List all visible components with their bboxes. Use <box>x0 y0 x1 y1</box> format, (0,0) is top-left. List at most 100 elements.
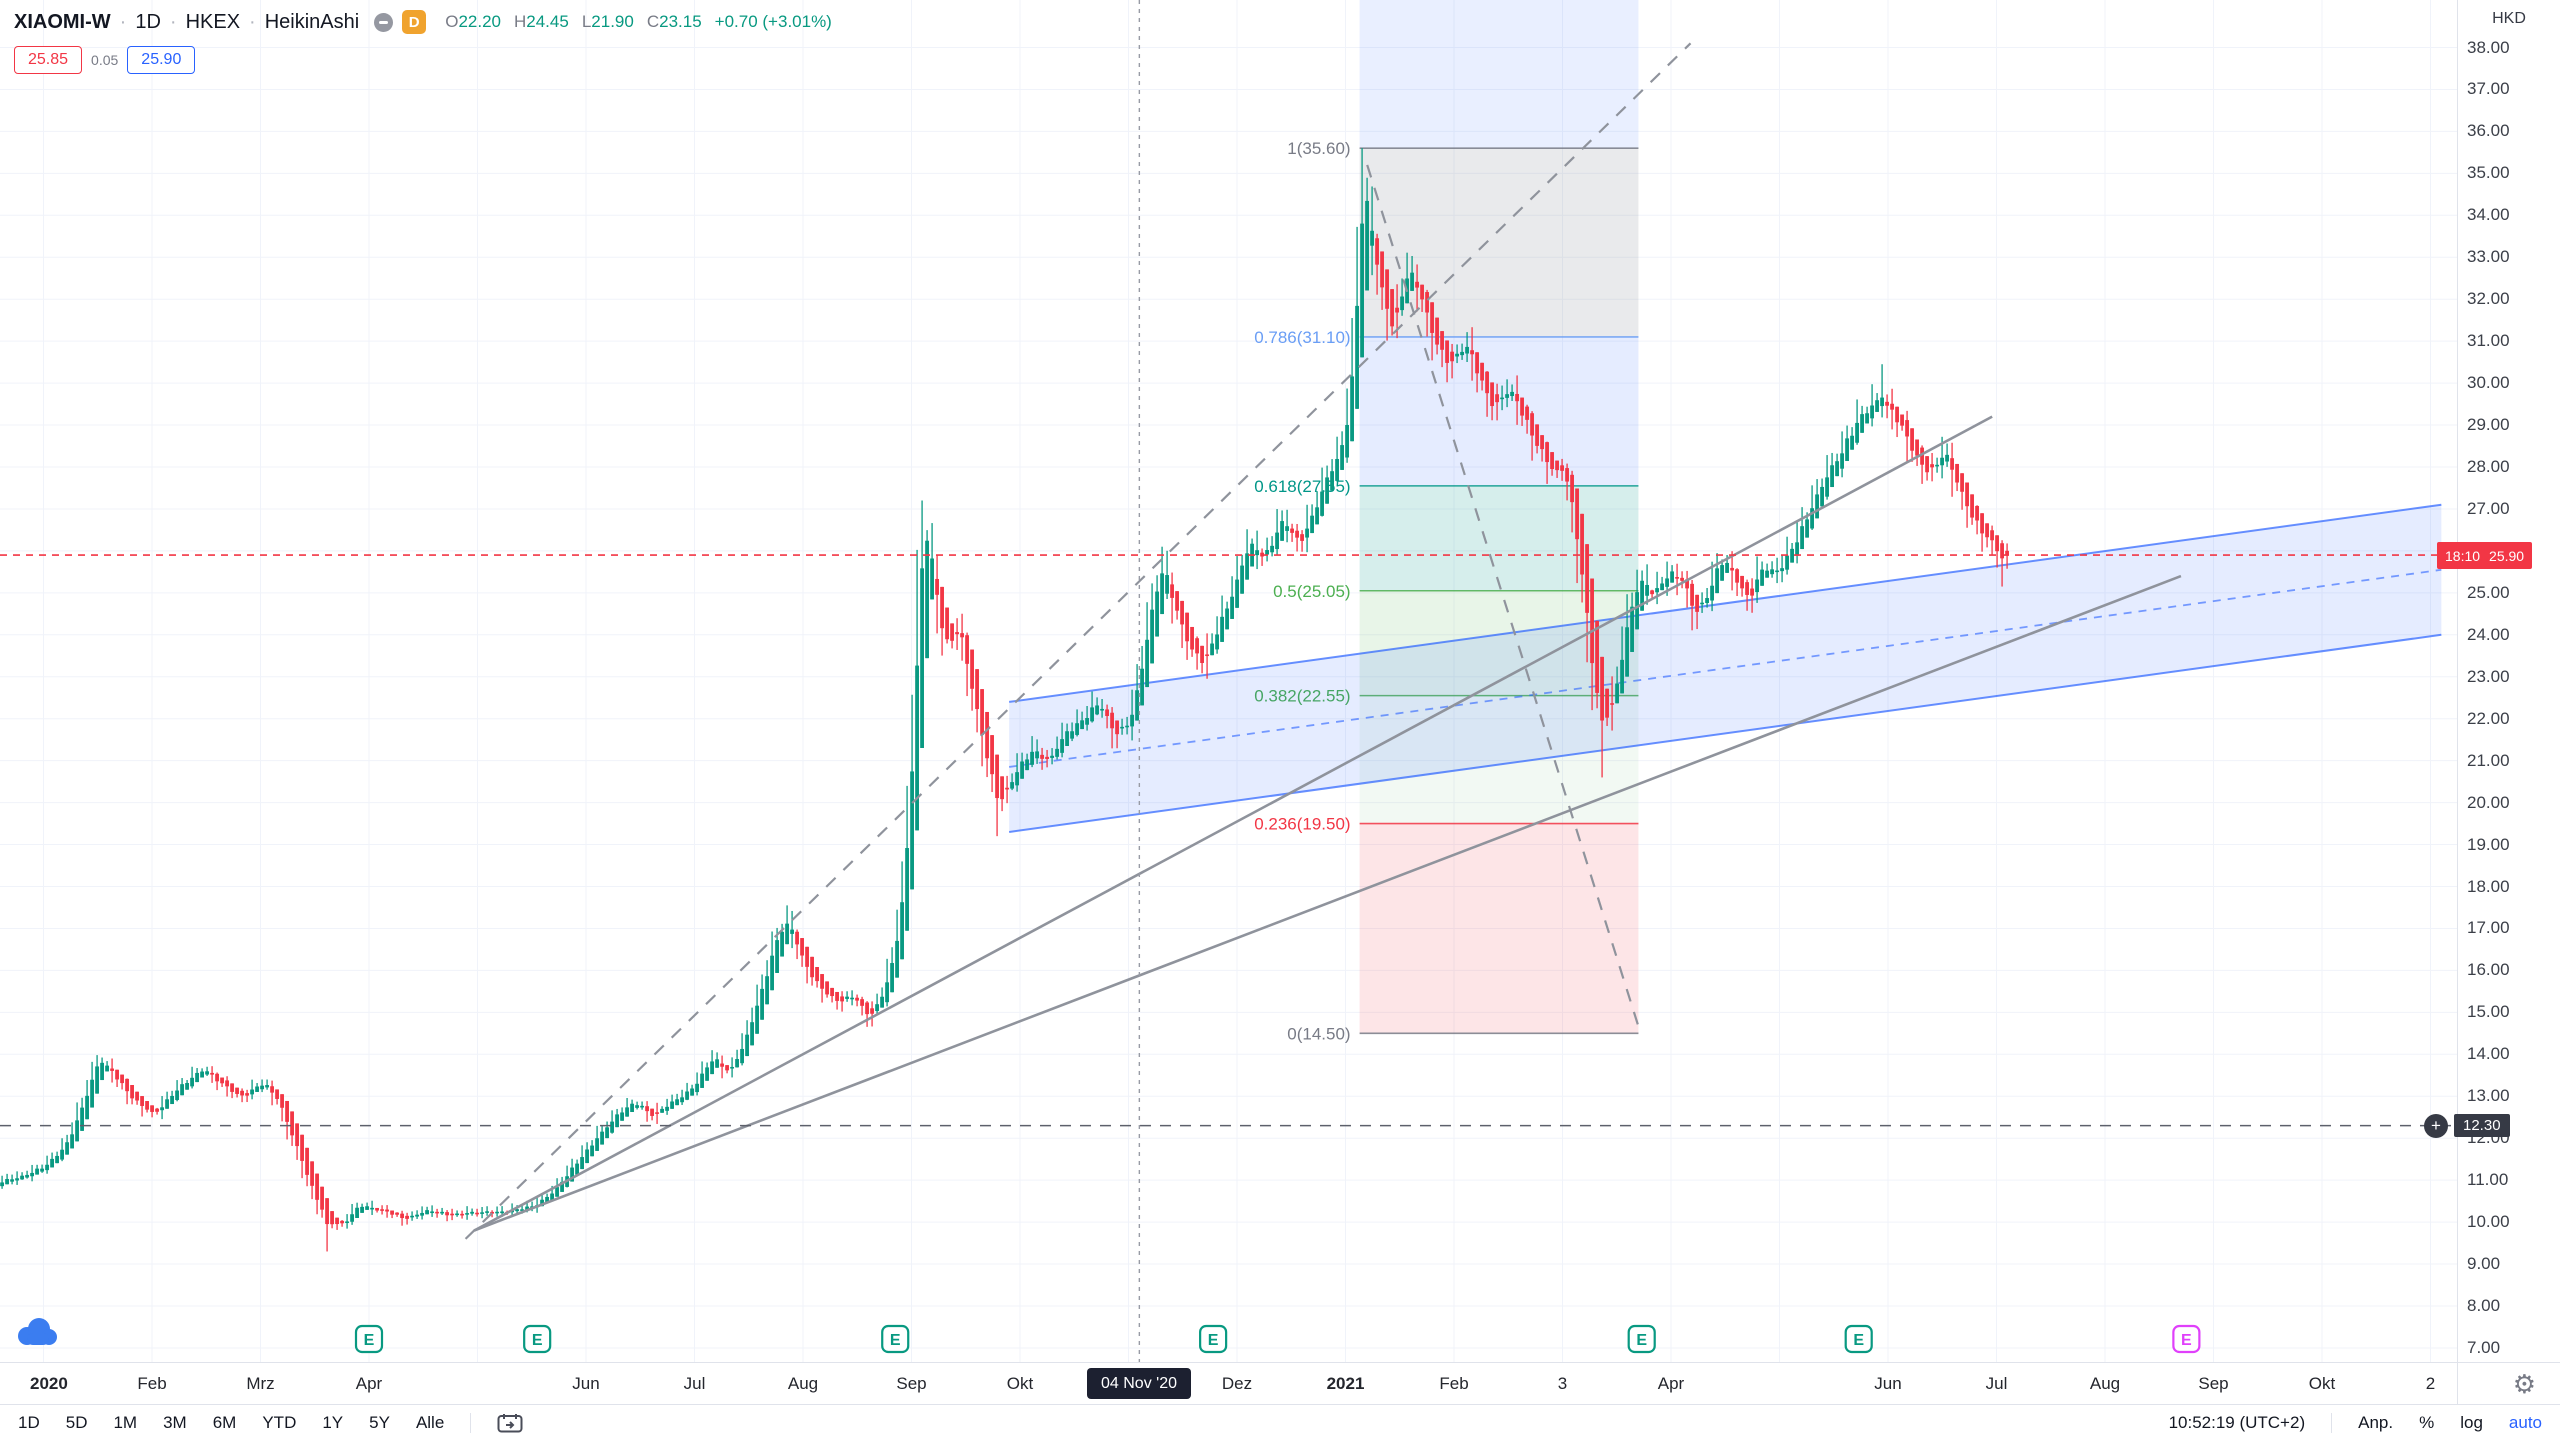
range-button-3m[interactable]: 3M <box>163 1412 187 1432</box>
svg-text:E: E <box>364 1332 375 1349</box>
symbol-name[interactable]: XIAOMI-W <box>14 10 111 33</box>
trendline-3[interactable] <box>464 42 1692 1240</box>
toolbar-divider <box>470 1412 472 1433</box>
time-tick: 3 <box>1557 1374 1568 1393</box>
earnings-badge[interactable]: E <box>2172 1324 2201 1354</box>
bar-countdown: 18:10 <box>2445 547 2481 564</box>
price-tick: 34.00 <box>2467 205 2510 225</box>
svg-text:E: E <box>2181 1332 2192 1349</box>
toolbar-divider <box>2331 1412 2333 1433</box>
price-tick: 35.00 <box>2467 163 2510 183</box>
exchange-label[interactable]: HKEX <box>185 10 241 33</box>
open-label: O <box>445 12 459 31</box>
fib-retracement[interactable]: 1(35.60)0.786(31.10)0.618(27.55)0.5(25.0… <box>1254 0 1639 1043</box>
price-level-value[interactable]: 12.30 <box>2454 1114 2510 1137</box>
trendline-2[interactable] <box>473 574 2182 1232</box>
range-button-1m[interactable]: 1M <box>113 1412 138 1432</box>
gear-icon[interactable]: ⚙ <box>2512 1369 2536 1399</box>
high-value: 24.45 <box>526 12 569 31</box>
price-level-label: + 12.30 <box>2424 1112 2510 1139</box>
time-tick: 2 <box>2425 1374 2436 1393</box>
go-to-date-icon[interactable] <box>497 1413 523 1433</box>
price-tick: 17.00 <box>2467 918 2510 938</box>
range-button-5y[interactable]: 5Y <box>369 1412 390 1432</box>
cloud-icon[interactable] <box>14 1316 58 1351</box>
axis-corner-divider <box>2457 1363 2458 1405</box>
price-tick: 32.00 <box>2467 289 2510 309</box>
adjust-button[interactable]: Anp. <box>2358 1412 2394 1432</box>
earnings-badge[interactable]: E <box>1627 1324 1656 1354</box>
parallel-channel[interactable] <box>1009 503 2442 833</box>
clock[interactable]: 10:52:19 (UTC+2) <box>2168 1412 2306 1432</box>
log-scale-button[interactable]: log <box>2460 1412 2483 1432</box>
trendline-4[interactable] <box>1366 164 1642 1034</box>
high-label: H <box>513 12 527 31</box>
buy-button[interactable]: 25.90 <box>127 46 196 74</box>
svg-text:E: E <box>1208 1332 1219 1349</box>
range-button-all[interactable]: Alle <box>415 1412 445 1432</box>
last-price-label: 18:10 25.90 <box>2437 542 2533 569</box>
sell-button[interactable]: 25.85 <box>14 46 83 74</box>
price-tick: 22.00 <box>2467 708 2510 728</box>
trendline-1[interactable] <box>473 415 1993 1232</box>
bottom-toolbar: 1D 5D 1M 3M 6M YTD 1Y 5Y Alle 10:52:19 (… <box>0 1404 2560 1440</box>
price-tick: 28.00 <box>2467 457 2510 476</box>
crosshair-date-label: 04 Nov '20 <box>1087 1368 1191 1399</box>
time-tick: Jul <box>683 1374 706 1393</box>
time-tick: Feb <box>1439 1374 1469 1393</box>
low-value: 21.90 <box>591 12 634 31</box>
time-tick: Apr <box>1657 1374 1685 1393</box>
price-tick: 16.00 <box>2467 960 2510 980</box>
price-tick: 9.00 <box>2467 1254 2501 1274</box>
chart-type-label[interactable]: HeikinAshi <box>264 10 360 33</box>
range-button-ytd[interactable]: YTD <box>262 1412 297 1432</box>
time-tick: Aug <box>2089 1374 2121 1393</box>
chart-area[interactable]: 1(35.60) 0.786(31.10) 0.618(27.55) 0.5(25.0… <box>0 0 2457 1362</box>
last-price-value: 25.90 <box>2489 547 2525 564</box>
time-tick: 2021 <box>1326 1374 1365 1393</box>
earnings-badge[interactable]: E <box>881 1324 910 1354</box>
trade-panel: 25.85 0.05 25.90 <box>14 46 196 74</box>
range-button-6m[interactable]: 6M <box>212 1412 237 1432</box>
separator: · <box>169 10 177 33</box>
legend-toggle-icon[interactable] <box>374 12 394 32</box>
range-button-1d[interactable]: 1D <box>18 1412 40 1432</box>
fib-level-label: 1(35.60) <box>1287 139 1350 158</box>
price-tick: 19.00 <box>2467 834 2510 854</box>
price-tick: 10.00 <box>2467 1212 2510 1232</box>
earnings-badge[interactable]: E <box>523 1324 552 1354</box>
price-tick: 38.00 <box>2467 37 2510 57</box>
price-tick: 14.00 <box>2467 1044 2510 1064</box>
price-tick: 20.00 <box>2467 792 2510 812</box>
earnings-badge[interactable]: E <box>354 1324 384 1354</box>
delayed-data-badge[interactable]: D <box>402 10 427 34</box>
earnings-badge[interactable]: E <box>1844 1324 1873 1354</box>
time-axis[interactable]: 04 Nov '20 ⚙ 2020 Feb Mrz Apr Jun Jul Aug Sep Ok… <box>0 1362 2560 1405</box>
price-axis[interactable]: HKD 38.00 37.00 36.00 35.00 34.00 33.00 32.00 3… <box>2457 0 2560 1362</box>
price-tick: 27.00 <box>2467 498 2510 518</box>
percent-scale-button[interactable]: % <box>2419 1412 2435 1432</box>
price-tick: 15.00 <box>2467 1002 2510 1022</box>
price-tick: 29.00 <box>2467 415 2510 435</box>
symbol-legend[interactable]: XIAOMI-W · 1D · HKEX · HeikinAshi D O22.… <box>14 10 832 34</box>
auto-scale-button[interactable]: auto <box>2508 1412 2542 1432</box>
svg-text:E: E <box>532 1332 543 1349</box>
price-tick: 11.00 <box>2467 1170 2509 1190</box>
interval-label[interactable]: 1D <box>135 10 161 33</box>
separator: · <box>119 10 127 33</box>
time-tick: Jun <box>1874 1374 1902 1393</box>
fib-level-label: 0.786(31.10) <box>1254 328 1350 347</box>
range-button-1y[interactable]: 1Y <box>322 1412 344 1432</box>
close-value: 23.15 <box>659 12 702 31</box>
price-tick: 13.00 <box>2467 1086 2510 1106</box>
earnings-badge[interactable]: E <box>1199 1324 1228 1354</box>
time-tick: Mrz <box>246 1374 275 1393</box>
price-tick: 31.00 <box>2467 331 2510 351</box>
range-button-5d[interactable]: 5D <box>65 1412 88 1432</box>
time-tick: Dez <box>1221 1374 1253 1393</box>
chart-svg: 1(35.60)0.786(31.10)0.618(27.55)0.5(25.0… <box>0 0 2457 1362</box>
scale-controls: 10:52:19 (UTC+2) Anp. % log auto <box>2168 1412 2542 1433</box>
add-alert-plus-icon[interactable]: + <box>2424 1113 2448 1138</box>
